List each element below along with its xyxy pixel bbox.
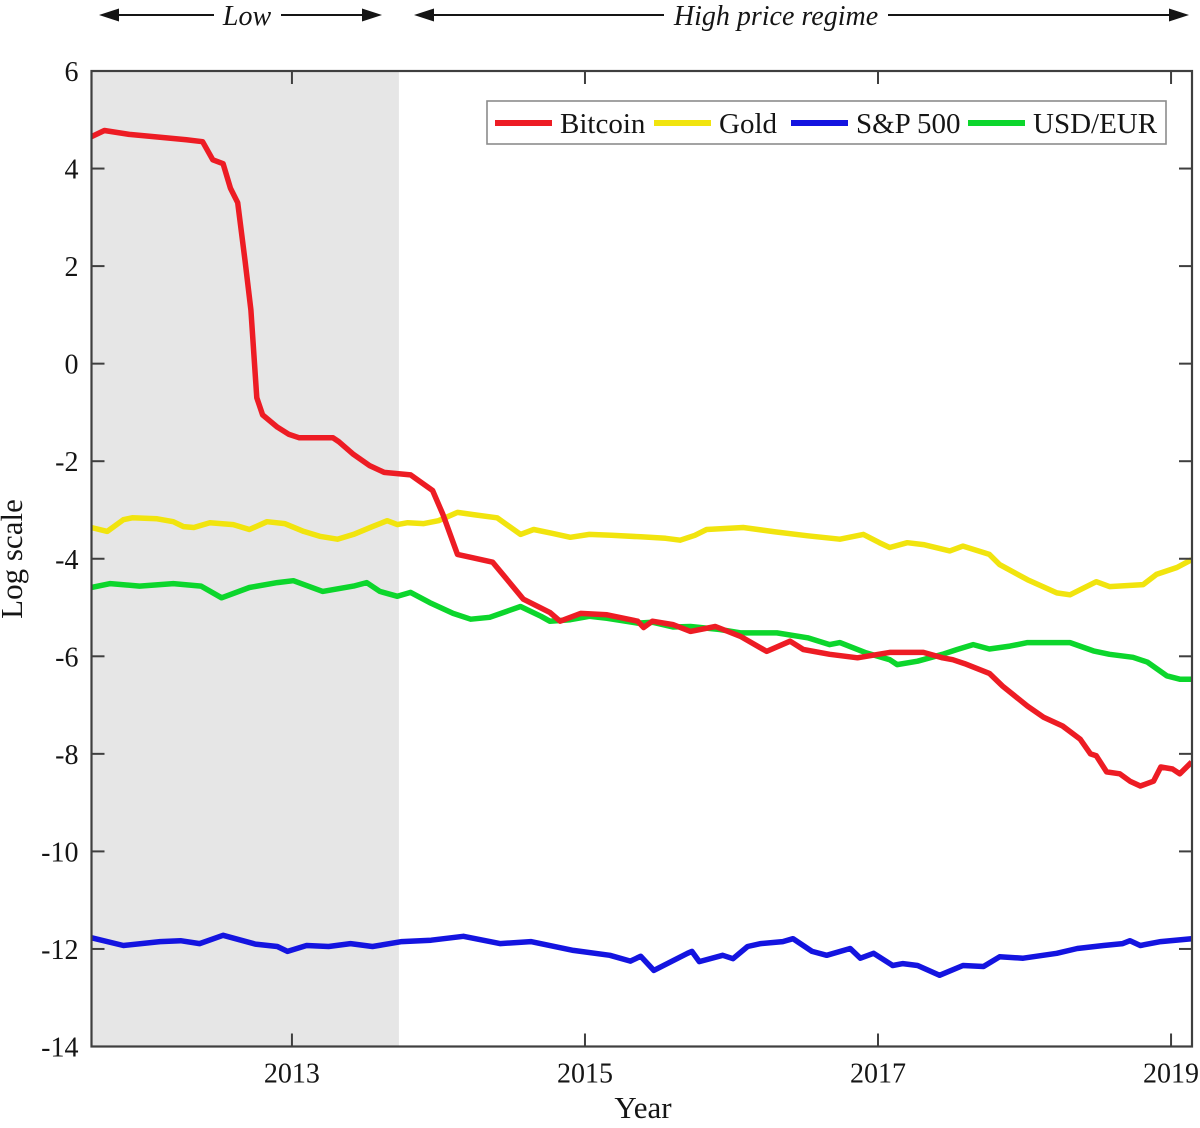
legend-label-s-p-500: S&P 500 [856,108,961,140]
legend: Bitcoin Gold S&P 500 USD/EUR [486,100,1167,145]
y-tick-label: -10 [41,837,78,868]
y-tick-label: -8 [55,740,78,771]
legend-label-usd-eur: USD/EUR [1033,108,1158,140]
high-regime-arrow-right-arrowhead-icon [1169,8,1189,22]
low-regime-arrow-left-arrowhead-icon [99,8,119,22]
gold-line [91,509,1192,598]
y-tick-label: -2 [55,447,78,478]
y-axis-label: Log scale [0,499,29,619]
y-tick-label: 4 [65,155,79,186]
s-p-500-line [91,932,1192,979]
x-axis-label: Year [614,1090,672,1125]
low-regime-label: Low [222,1,272,32]
x-tick-label: 2013 [264,1059,320,1090]
y-tick-label: 6 [65,57,79,88]
y-tick-label: -4 [55,545,78,576]
y-tick-label: -14 [41,1033,78,1064]
x-tick-label: 2019 [1143,1059,1199,1090]
x-tick-label: 2015 [557,1059,613,1090]
y-tick-label: -12 [41,935,78,966]
y-tick-label: 2 [65,252,79,283]
low-regime-arrow-right-arrowhead-icon [362,8,382,22]
axes-layer: 2013 2015 2017 2019 6 4 2 0 -2 -4 -6 -8 -10 -12 -14 [41,57,1199,1090]
low-regime-shaded-region [91,71,399,1047]
legend-label-bitcoin: Bitcoin [560,108,646,140]
high-regime-label: High price regime [673,1,878,32]
x-tick-label: 2017 [850,1059,906,1090]
low-regime-shading-layer [91,71,399,1047]
series-layer [91,127,1192,979]
regime-annotations [99,8,1189,22]
high-regime-arrow-left-arrowhead-icon [414,8,434,22]
bitcoin-line [91,127,1192,789]
y-tick-label: 0 [65,350,79,381]
legend-label-gold: Gold [719,108,778,140]
y-tick-label: -6 [55,642,78,673]
